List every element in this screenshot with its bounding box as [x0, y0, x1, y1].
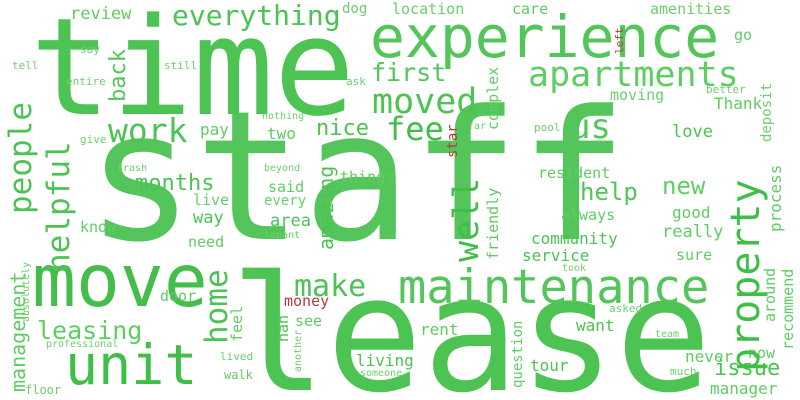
word-recommend: recommend	[779, 268, 797, 350]
word-leasing: leasing	[37, 316, 143, 345]
word-back: back	[106, 49, 131, 102]
word-process: process	[766, 164, 785, 232]
word-sure: sure	[676, 246, 713, 264]
word-absolutely: absolutely	[21, 261, 32, 322]
word-community: community	[531, 229, 618, 248]
word-first: first	[371, 58, 447, 87]
word-resident: resident	[538, 164, 611, 182]
word-help: help	[580, 178, 638, 206]
word-nice: nice	[316, 116, 369, 141]
word-tenant: tenant	[264, 230, 301, 241]
word-location: location	[392, 0, 465, 18]
word-two: two	[267, 124, 296, 143]
word-service: service	[522, 246, 590, 265]
word-walk: walk	[224, 368, 253, 382]
word-nan: nan	[274, 314, 292, 342]
word-unit: unit	[65, 333, 198, 397]
word-still: still	[164, 59, 198, 72]
word-area: area	[270, 211, 311, 231]
word-everything: everything	[172, 0, 341, 32]
word-another: another	[293, 329, 304, 372]
word-lived: lived	[220, 350, 254, 363]
word-new: new	[662, 172, 706, 200]
word-door: door	[160, 287, 197, 305]
word-helpful: helpful	[41, 141, 77, 272]
word-staff: staff	[86, 73, 628, 282]
word-live: live	[193, 191, 230, 209]
word-question: question	[510, 320, 526, 388]
word-good: good	[672, 203, 711, 222]
word-need: need	[188, 233, 225, 251]
word-moving: moving	[610, 86, 665, 104]
word-love: love	[672, 122, 713, 142]
word-pool: pool	[534, 121, 561, 134]
word-living: living	[356, 351, 414, 370]
word-apartments: apartments	[528, 55, 739, 95]
word-entire: entire	[66, 75, 106, 88]
word-much: much	[670, 365, 697, 378]
word-way: way	[193, 208, 224, 228]
word-someone: someone	[360, 368, 403, 379]
word-well: well	[447, 177, 487, 262]
word-took: took	[562, 263, 587, 274]
word-always: always	[561, 206, 616, 224]
word-far: far	[468, 121, 487, 132]
word-make: make	[294, 269, 367, 304]
word-amazing: amazing	[314, 165, 338, 250]
word-tell: tell	[12, 59, 39, 72]
word-friendly: friendly	[484, 187, 502, 260]
word-things: things	[340, 168, 395, 186]
word-floor: floor	[25, 383, 62, 397]
word-thank: Thank	[714, 94, 763, 113]
word-lease: lease	[230, 241, 712, 400]
word-experience: experience	[370, 3, 720, 71]
word-nothing: nothing	[262, 111, 305, 122]
word-review: review	[70, 4, 132, 24]
word-tour: tour	[530, 356, 569, 375]
word-every: every	[264, 193, 307, 209]
word-maintenance: maintenance	[398, 260, 710, 315]
word-around: around	[761, 267, 779, 322]
word-pay: pay	[200, 120, 229, 139]
word-complex: complex	[484, 66, 502, 130]
word-better: better	[706, 83, 746, 96]
word-money: money	[284, 292, 330, 310]
word-never: never	[685, 347, 734, 366]
word-property: property	[723, 179, 769, 372]
word-left: left	[613, 27, 626, 55]
word-dog: dog	[342, 1, 368, 17]
word-star: star	[445, 124, 461, 158]
word-ask: ask	[346, 75, 366, 88]
word-care: care	[512, 0, 549, 18]
word-now: now	[748, 344, 776, 362]
word-give: give	[80, 133, 107, 146]
word-amenities: amenities	[650, 0, 732, 18]
word-rent: rent	[420, 320, 459, 339]
word-say: say	[80, 43, 100, 56]
word-see: see	[295, 312, 323, 330]
word-know: know	[80, 218, 117, 236]
word-go: go	[734, 26, 753, 44]
word-beyond: beyond	[264, 163, 301, 174]
word-us: us	[570, 107, 611, 147]
word-issue: issue	[714, 356, 781, 381]
word-asked: asked	[609, 302, 643, 315]
word-deposit: deposit	[759, 82, 775, 142]
word-manager: manager	[710, 379, 778, 398]
word-team: team	[655, 329, 680, 340]
word-time: time	[30, 0, 356, 146]
word-trash: trash	[117, 163, 148, 174]
word-moved: moved	[372, 82, 478, 122]
word-people: people	[3, 102, 39, 214]
word-fee: fee	[386, 110, 444, 148]
word-months: months	[135, 171, 215, 196]
word-feel: feel	[228, 305, 246, 342]
word-move: move	[32, 239, 208, 324]
word-work: work	[108, 111, 188, 150]
word-want: want	[576, 316, 615, 335]
word-professional: professional	[46, 339, 119, 350]
word-really: really	[662, 222, 724, 242]
word-said: said	[268, 178, 305, 196]
